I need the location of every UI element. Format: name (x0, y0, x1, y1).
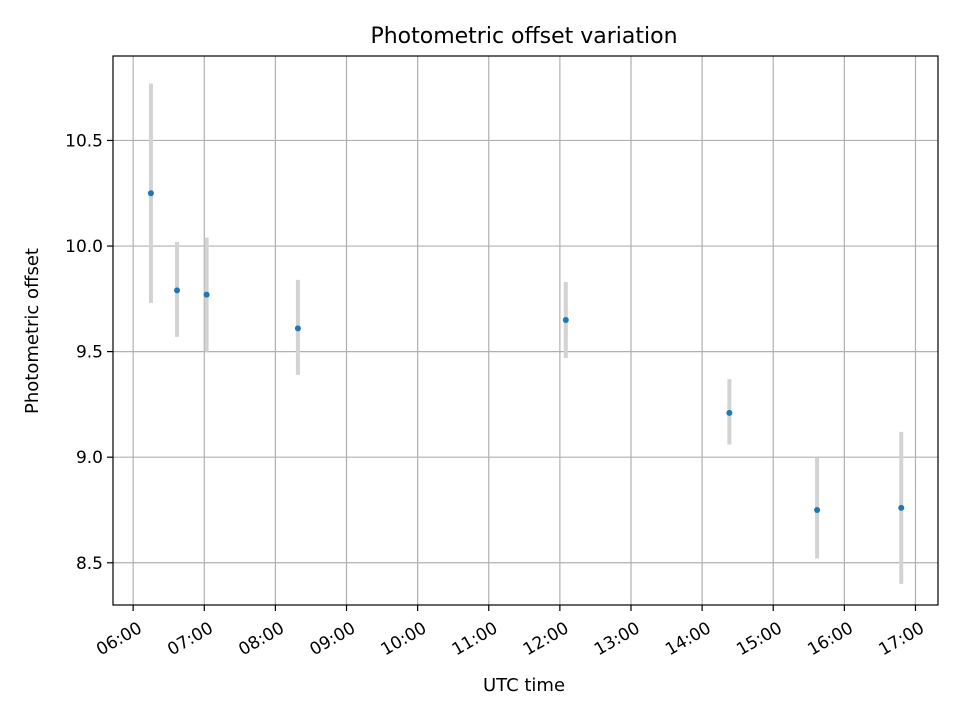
data-point (814, 506, 821, 513)
y-axis-ticks: 8.5 9.0 9.5 10.0 10.5 (65, 131, 113, 574)
data-point (203, 291, 210, 298)
data-point (726, 409, 733, 416)
data-point (174, 287, 181, 294)
x-axis-label: UTC time (483, 675, 565, 696)
y-tick-label: 9.5 (76, 343, 103, 363)
data-point (147, 190, 154, 197)
y-tick-label: 10.5 (65, 131, 103, 151)
plot-area-frame (112, 55, 939, 606)
y-tick-label: 8.5 (76, 554, 103, 574)
data-point (562, 316, 569, 323)
data-point (294, 325, 301, 332)
y-tick-label: 10.0 (65, 237, 103, 257)
y-axis-label: Photometric offset (22, 248, 43, 414)
y-tick-label: 9.0 (76, 448, 103, 468)
data-points (147, 190, 905, 513)
data-point (898, 504, 905, 511)
grid (113, 56, 938, 605)
chart-title: Photometric offset variation (370, 24, 677, 49)
